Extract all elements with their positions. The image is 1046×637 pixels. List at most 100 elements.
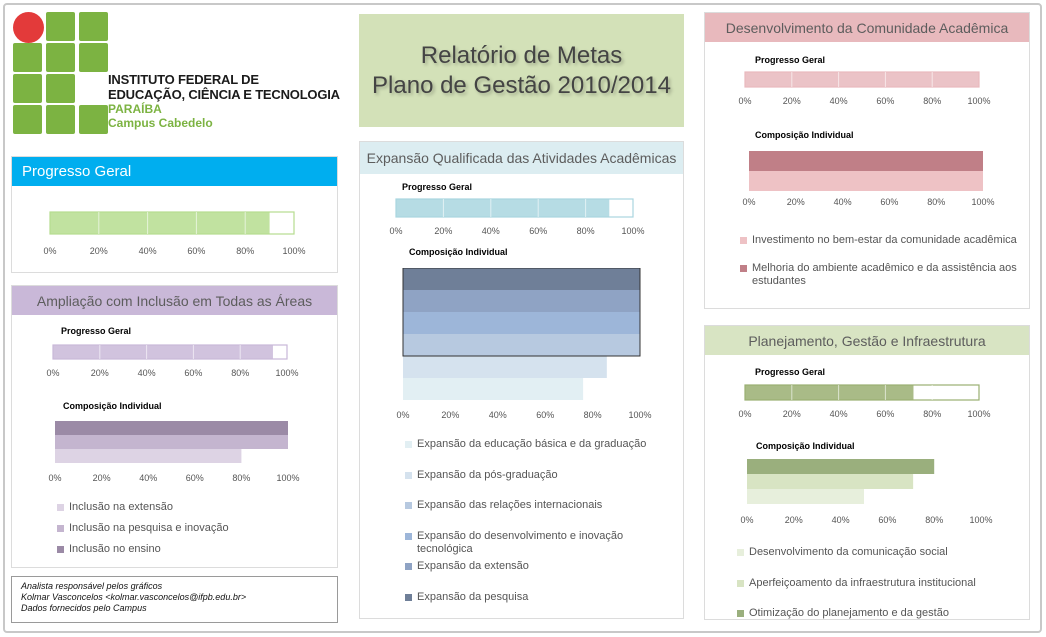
tick-label: 20% [91, 368, 109, 378]
legend-item: Expansão da pesquisa [405, 591, 528, 604]
progress-bar [396, 199, 610, 217]
progress-chart-geral: 0% 20% 40% 60% 80% 100% [43, 211, 306, 256]
panel-header: Progresso Geral [12, 157, 337, 186]
credits-line3: Dados fornecidos pelo Campus [21, 603, 147, 613]
legend-label: Melhoria do ambiente acadêmico e da assi… [752, 262, 1017, 287]
chart-title: Composição Individual [756, 441, 855, 451]
legend-swatch [737, 610, 744, 617]
tick-label: 80% [923, 409, 941, 419]
progress-chart-expansao: 0% 20% 40% 60% 80% 100% [389, 198, 645, 236]
tick-label: 0% [396, 410, 409, 420]
composition-bar [55, 449, 242, 463]
legend-item: Expansão do desenvolvimento e inovação t… [405, 530, 680, 556]
tick-label: 80% [231, 368, 249, 378]
report-title: Relatório de Metas Plano de Gestão 2010/… [359, 14, 684, 127]
tick-label: 60% [187, 246, 205, 256]
progress-bar [745, 385, 914, 400]
progress-bar [50, 212, 270, 234]
tick-label: 100% [282, 246, 305, 256]
legend-ampliacao: Inclusão na extensão Inclusão na pesquisa… [57, 501, 327, 561]
tick-label: 60% [186, 473, 204, 483]
chart-title: Progresso Geral [755, 367, 826, 377]
composition-bar [403, 268, 640, 290]
composition-outline [402, 268, 641, 357]
progress-chart-desenvolvimento: 0% 20% 40% 60% 80% 100% [738, 71, 991, 106]
chart-title: Composição Individual [63, 401, 162, 411]
tick-label: 60% [184, 368, 202, 378]
legend-planejamento: Desenvolvimento da comunicação social Ape… [737, 546, 1022, 619]
tick-label: 40% [489, 410, 507, 420]
panel-desenvolvimento: Desenvolvimento da Comunidade Acadêmica … [704, 12, 1030, 309]
logo-square [46, 12, 75, 41]
legend-item: Inclusão na pesquisa e inovação [57, 522, 229, 535]
panel-ampliacao: Ampliação com Inclusão em Todas as Áreas… [11, 285, 338, 568]
tick-label: 40% [834, 197, 852, 207]
tick-label: 0% [740, 515, 753, 525]
progress-bar [745, 72, 979, 87]
legend-label: Inclusão no ensino [69, 543, 161, 555]
report-title-line2: Plano de Gestão 2010/2014 [372, 71, 671, 99]
legend-item: Expansão da educação básica e da graduaç… [405, 438, 646, 451]
legend-label: Expansão da pesquisa [417, 590, 529, 603]
composition-bar [749, 171, 983, 191]
legend-swatch [740, 265, 747, 272]
logo-square [79, 43, 108, 72]
credits-line2: Kolmar Vasconcelos <kolmar.vasconcelos@i… [21, 592, 247, 602]
tick-label: 80% [236, 246, 254, 256]
progress-chart-ampliacao: 0% 20% 40% 60% 80% 100% [46, 344, 299, 378]
logo-square [79, 105, 108, 134]
legend-swatch [737, 579, 744, 587]
composition-bar [403, 356, 607, 378]
legend-swatch [405, 502, 412, 509]
credits-box: Analista responsável pelos gráficos Kolm… [11, 576, 338, 623]
legend-swatch [57, 546, 64, 553]
legend-label: Aperfeiçoamento da infraestrutura instit… [749, 576, 976, 589]
legend-swatch [405, 441, 412, 448]
tick-label: 100% [275, 368, 298, 378]
composition-chart-expansao: 0% 20% 40% 60% 80% 100% [396, 268, 652, 420]
legend-swatch [405, 532, 412, 540]
legend-label: Expansão da pós-graduação [417, 468, 558, 481]
tick-label: 40% [139, 473, 157, 483]
tick-label: 0% [738, 409, 751, 419]
tick-label: 60% [876, 96, 894, 106]
legend-swatch [405, 471, 412, 479]
tick-label: 100% [621, 226, 644, 236]
logo-line3: PARAÍBA [108, 102, 162, 116]
legend-label: Otimização do planejamento e da gestão [749, 607, 949, 619]
composition-bar [747, 489, 864, 504]
tick-label: 0% [742, 197, 755, 207]
logo-circle [13, 12, 44, 43]
logo-square [13, 74, 42, 103]
tick-label: 40% [830, 96, 848, 106]
legend-expansao: Expansão da educação básica e da graduaç… [405, 438, 680, 608]
tick-label: 80% [925, 515, 943, 525]
tick-label: 80% [584, 410, 602, 420]
tick-label: 60% [529, 226, 547, 236]
composition-chart-desenvolvimento: 0% 20% 40% 60% 80% 100% [742, 151, 995, 207]
legend-label: Expansão do desenvolvimento e inovação t… [417, 529, 624, 555]
legend-item: Expansão das relações internacionais [405, 499, 602, 512]
composition-bar [55, 435, 288, 449]
tick-label: 40% [482, 226, 500, 236]
tick-label: 20% [434, 226, 452, 236]
chart-title: Progresso Geral [755, 55, 826, 65]
progress-bar [53, 345, 273, 359]
tick-label: 100% [628, 410, 651, 420]
composition-bar [403, 312, 640, 334]
chart-title: Composição Individual [755, 130, 854, 140]
legend-label: Inclusão na extensão [69, 501, 173, 513]
tick-label: 20% [93, 473, 111, 483]
legend-label: Investimento no bem-estar da comunidade … [752, 234, 1017, 246]
tick-label: 0% [48, 473, 61, 483]
tick-label: 0% [46, 368, 59, 378]
report-title-line1: Relatório de Metas [420, 41, 623, 69]
tick-label: 20% [787, 197, 805, 207]
legend-item: Expansão da extensão [405, 560, 529, 573]
logo-line1: INSTITUTO FEDERAL DE [108, 72, 259, 87]
tick-label: 100% [969, 515, 992, 525]
tick-label: 40% [138, 368, 156, 378]
logo-square [46, 74, 75, 103]
logo-line4: Campus Cabedelo [108, 116, 213, 130]
tick-label: 100% [967, 96, 990, 106]
